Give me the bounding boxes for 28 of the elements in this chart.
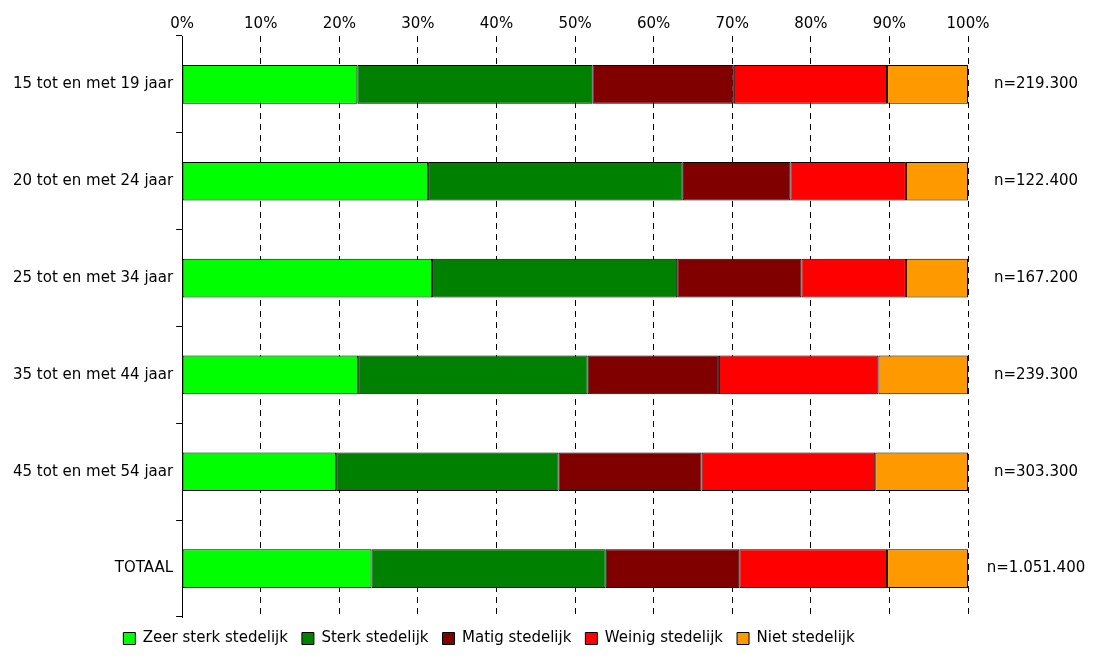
text: n=122.400	[993, 171, 1079, 190]
y-tick-label: 25 tot en met 34 jaar	[12, 267, 174, 286]
text: n=239.300	[993, 364, 1079, 383]
legend-label: Zeer sterk stedelijk	[142, 628, 289, 647]
text: n=1.051.400	[986, 558, 1086, 577]
x-tick-label: 70%	[715, 13, 749, 32]
y-tick-label: 20 tot en met 24 jaar	[12, 171, 174, 190]
legend-label: Weinig stedelijk	[604, 628, 724, 647]
x-tick-label: 20%	[322, 13, 356, 32]
text: n=219.300	[993, 74, 1079, 93]
y-tick-label: 35 tot en met 44 jaar	[12, 364, 174, 383]
legend-label: Niet stedelijk	[756, 628, 855, 647]
legend-label: Matig stedelijk	[462, 628, 572, 647]
legend-label: Sterk stedelijk	[321, 628, 429, 647]
x-tick-label: 100%	[946, 13, 990, 32]
x-tick-label: 60%	[636, 13, 671, 32]
x-tick-label: 10%	[244, 13, 278, 32]
text: n=167.200	[993, 267, 1079, 286]
x-tick-label: 90%	[872, 13, 907, 32]
x-tick-label: 40%	[479, 13, 514, 32]
x-tick-label: 50%	[558, 13, 592, 32]
x-tick-label: 80%	[794, 13, 828, 32]
text: n=303.300	[993, 461, 1079, 480]
x-tick-label: 30%	[401, 13, 435, 32]
x-tick-label: 0%	[170, 13, 195, 32]
y-tick-label: TOTAAL	[113, 558, 174, 577]
y-tick-label: 15 tot en met 19 jaar	[12, 74, 174, 93]
y-tick-label: 45 tot en met 54 jaar	[12, 461, 174, 480]
